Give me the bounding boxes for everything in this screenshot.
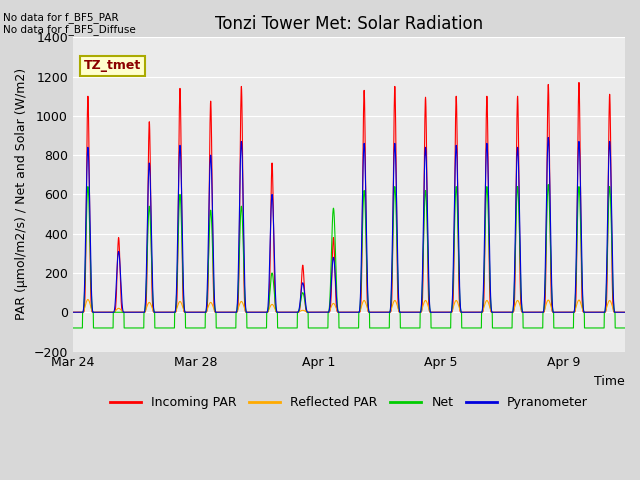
- Line: Incoming PAR: Incoming PAR: [73, 83, 625, 312]
- Pyranometer: [367, 310, 374, 315]
- Text: TZ_tmet: TZ_tmet: [84, 60, 141, 72]
- Pyranometer: [269, 208, 277, 214]
- Incoming PAR: [191, 310, 199, 315]
- Net: [191, 325, 199, 331]
- Incoming PAR: [69, 310, 77, 315]
- Incoming PAR: [550, 310, 557, 315]
- Pyranometer: [156, 310, 163, 315]
- Net: [69, 325, 77, 331]
- Net: [122, 325, 130, 331]
- Net: [367, 325, 374, 331]
- Reflected PAR: [123, 310, 131, 315]
- Y-axis label: PAR (μmol/m2/s) / Net and Solar (W/m2): PAR (μmol/m2/s) / Net and Solar (W/m2): [15, 68, 28, 321]
- Incoming PAR: [156, 310, 163, 315]
- Line: Reflected PAR: Reflected PAR: [73, 300, 625, 312]
- Line: Net: Net: [73, 185, 625, 328]
- Reflected PAR: [191, 310, 199, 315]
- Reflected PAR: [84, 297, 92, 302]
- X-axis label: Time: Time: [595, 375, 625, 388]
- Net: [545, 182, 552, 188]
- Legend: Incoming PAR, Reflected PAR, Net, Pyranometer: Incoming PAR, Reflected PAR, Net, Pyrano…: [105, 391, 593, 414]
- Reflected PAR: [69, 310, 77, 315]
- Reflected PAR: [367, 310, 374, 315]
- Incoming PAR: [621, 310, 629, 315]
- Net: [621, 325, 629, 331]
- Net: [269, 276, 277, 281]
- Pyranometer: [550, 310, 557, 315]
- Reflected PAR: [156, 310, 164, 315]
- Incoming PAR: [575, 80, 583, 85]
- Reflected PAR: [621, 310, 629, 315]
- Incoming PAR: [367, 310, 374, 315]
- Incoming PAR: [122, 310, 130, 315]
- Text: No data for f_BF5_Diffuse: No data for f_BF5_Diffuse: [3, 24, 136, 35]
- Pyranometer: [545, 134, 552, 140]
- Incoming PAR: [269, 199, 277, 204]
- Pyranometer: [191, 310, 199, 315]
- Reflected PAR: [269, 302, 277, 308]
- Net: [550, 325, 557, 331]
- Text: No data for f_BF5_PAR: No data for f_BF5_PAR: [3, 12, 119, 23]
- Net: [156, 325, 163, 331]
- Line: Pyranometer: Pyranometer: [73, 137, 625, 312]
- Pyranometer: [69, 310, 77, 315]
- Title: Tonzi Tower Met: Solar Radiation: Tonzi Tower Met: Solar Radiation: [215, 15, 483, 33]
- Pyranometer: [621, 310, 629, 315]
- Reflected PAR: [550, 310, 557, 315]
- Pyranometer: [122, 310, 130, 315]
